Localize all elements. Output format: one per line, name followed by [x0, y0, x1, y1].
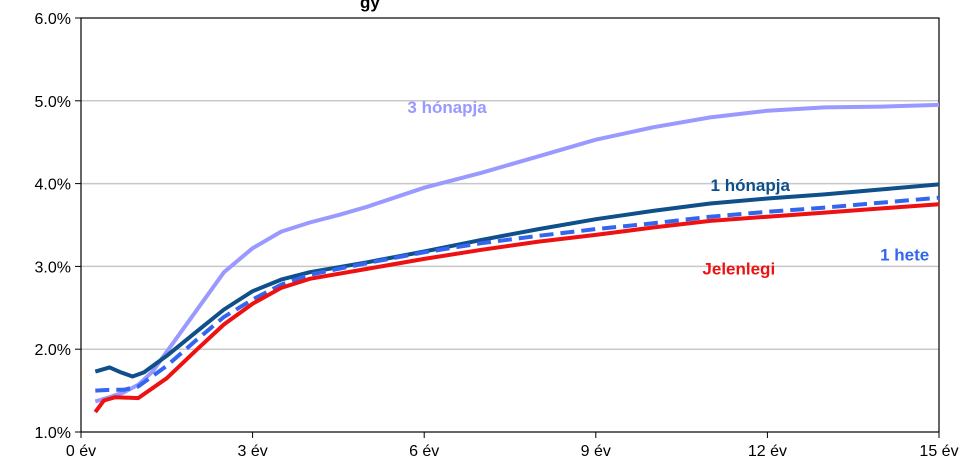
y-tick-label: 6.0%: [35, 11, 71, 28]
gridlines: [81, 100, 939, 350]
series-label: 1 hónapja: [711, 176, 791, 195]
y-tick-label: 2.0%: [35, 342, 71, 359]
x-tick-label: 3 év: [237, 443, 267, 460]
series-line-jelenlegi: [93, 202, 940, 414]
x-tick-label: 12 év: [748, 443, 787, 460]
y-tick-label: 4.0%: [35, 177, 71, 194]
plot-area: [80, 17, 940, 433]
y-axis: 1.0% 2.0% 3.0% 4.0% 5.0% 6.0%: [35, 11, 81, 442]
series-label: 3 hónapja: [407, 98, 487, 117]
series-label: 1 hete: [880, 246, 929, 265]
series-labels: 3 hónapja 1 hónapja 1 hete Jelenlegi: [407, 98, 929, 278]
x-axis: 0 év 3 év 6 év 9 év 12 év 15 év: [66, 432, 959, 460]
x-tick-label: 0 év: [66, 443, 96, 460]
x-tick-label: 15 év: [919, 443, 958, 460]
x-tick-label: 9 év: [581, 443, 611, 460]
x-tick-label: 6 év: [409, 443, 439, 460]
series-line-1-hete: [95, 195, 940, 393]
chart-title-fragment: gy: [360, 0, 380, 12]
series-label: Jelenlegi: [702, 260, 775, 279]
y-tick-label: 5.0%: [35, 94, 71, 111]
y-tick-label: 3.0%: [35, 259, 71, 276]
series-lines: [93, 102, 940, 414]
series-line-3-hónapja: [94, 102, 940, 404]
y-tick-label: 1.0%: [35, 425, 71, 442]
